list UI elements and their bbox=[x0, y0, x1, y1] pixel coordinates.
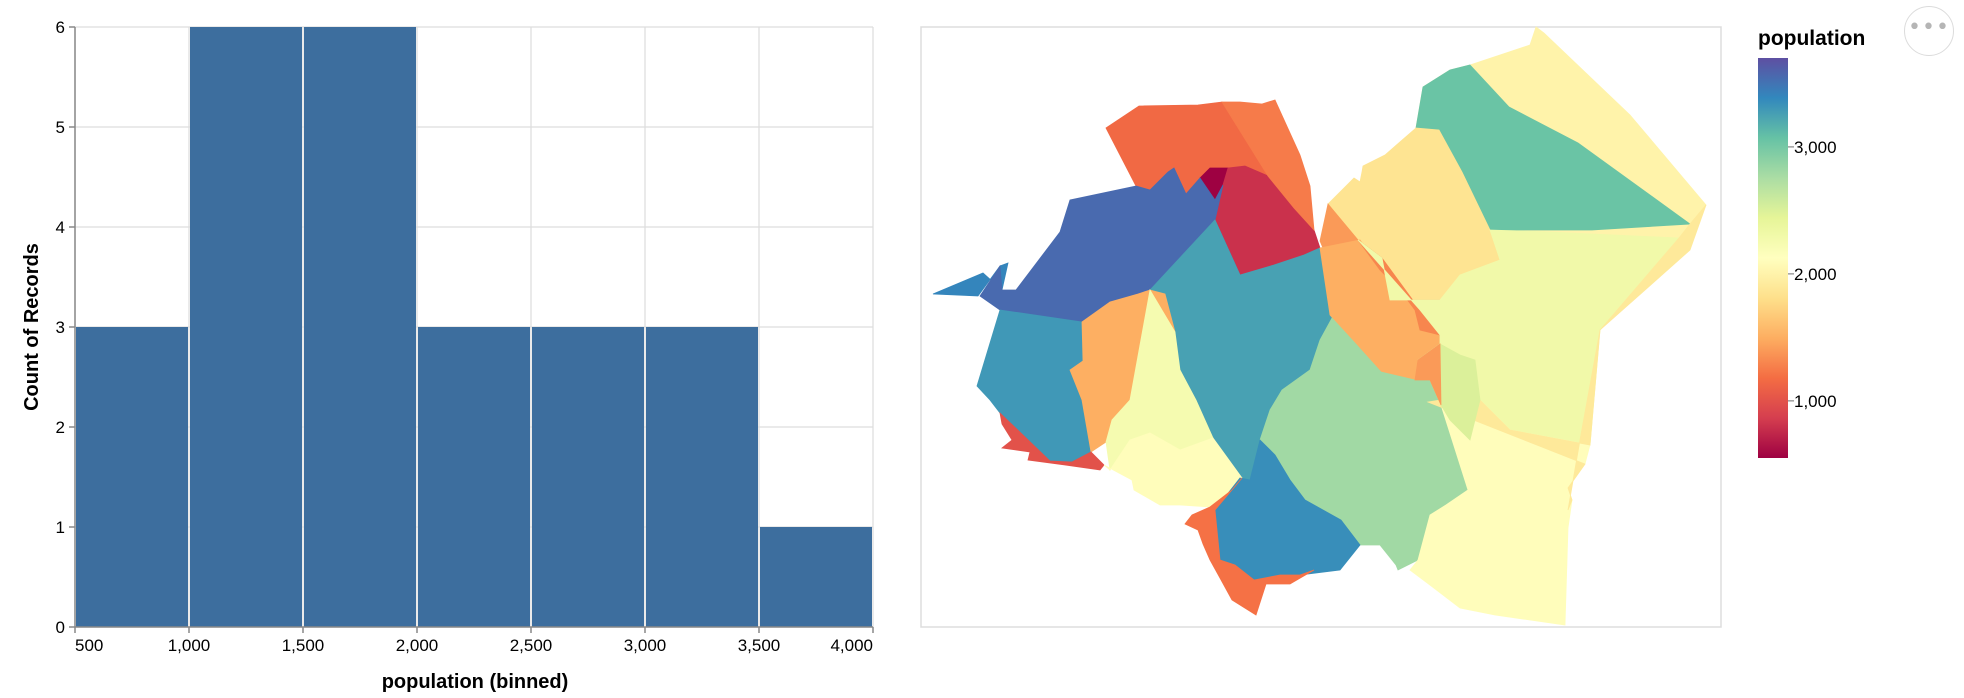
histogram-bar bbox=[646, 327, 758, 627]
legend-gradient-bar bbox=[1758, 58, 1788, 458]
color-legend: population 1,000 2,000 3,000 bbox=[1758, 27, 1865, 458]
x-tick-label: 1,000 bbox=[168, 636, 211, 655]
histogram-bars bbox=[76, 27, 872, 627]
x-tick-label: 3,000 bbox=[624, 636, 667, 655]
x-tick-label: 2,000 bbox=[396, 636, 439, 655]
choropleth-map bbox=[920, 26, 1722, 628]
histogram-bar bbox=[76, 327, 188, 627]
x-tick-label: 2,500 bbox=[510, 636, 553, 655]
y-tick-label: 2 bbox=[56, 418, 65, 437]
y-axis-title: Count of Records bbox=[21, 243, 43, 411]
histogram-bar bbox=[190, 27, 302, 627]
histogram-bar bbox=[760, 527, 872, 627]
histogram-bar bbox=[532, 327, 644, 627]
actions-menu-button[interactable]: ••• bbox=[1904, 6, 1954, 56]
legend-ticks: 1,000 2,000 3,000 bbox=[1788, 138, 1837, 411]
y-tick-label: 4 bbox=[56, 218, 65, 237]
x-tick-label: 3,500 bbox=[738, 636, 781, 655]
histogram-bar bbox=[304, 27, 416, 627]
y-tick-label: 1 bbox=[56, 518, 65, 537]
x-axis-title: population (binned) bbox=[382, 671, 569, 693]
map-region-26 bbox=[1414, 343, 1442, 406]
map-region-25 bbox=[1221, 99, 1315, 232]
x-tick-label: 4,000 bbox=[830, 636, 873, 655]
histogram-bar bbox=[418, 327, 530, 627]
histogram-axes: 0 1 2 3 4 5 6 500 1,000 1,500 2,000 2,500 3,000 3,500… bbox=[56, 18, 874, 655]
y-tick-label: 6 bbox=[56, 18, 65, 37]
legend-tick-label: 3,000 bbox=[1794, 138, 1837, 157]
legend-tick-label: 1,000 bbox=[1794, 392, 1837, 411]
map-region-21 bbox=[1184, 477, 1315, 616]
y-tick-label: 3 bbox=[56, 318, 65, 337]
legend-tick-label: 2,000 bbox=[1794, 265, 1837, 284]
x-tick-label: 500 bbox=[75, 636, 103, 655]
map-region-23 bbox=[1426, 204, 1707, 511]
y-tick-label: 5 bbox=[56, 118, 65, 137]
map-regions bbox=[932, 26, 1707, 626]
y-tick-label: 0 bbox=[56, 618, 65, 637]
histogram-chart: 0 1 2 3 4 5 6 500 1,000 1,500 2,000 2,500 3,000 3,500… bbox=[21, 18, 874, 693]
map-region-14 bbox=[999, 411, 1105, 471]
more-options-icon: ••• bbox=[1908, 15, 1950, 40]
x-tick-label: 1,500 bbox=[282, 636, 325, 655]
legend-title: population bbox=[1758, 27, 1865, 50]
